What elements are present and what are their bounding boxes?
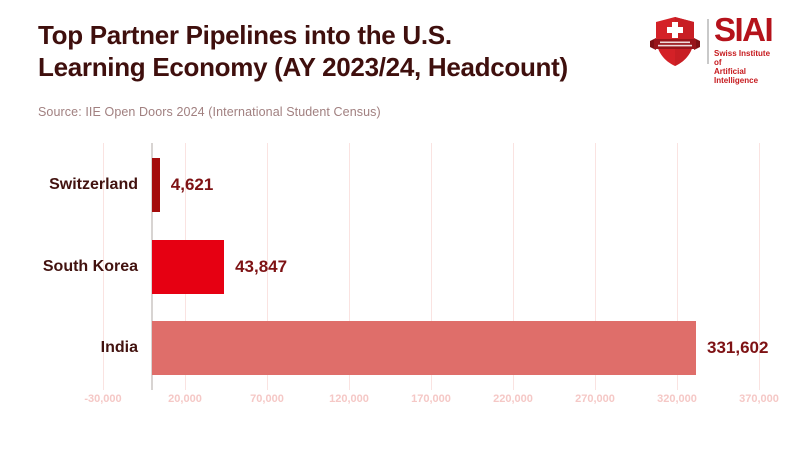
siai-logo: SIAI Swiss Institute of Artificial Intel… bbox=[646, 11, 776, 85]
x-gridline bbox=[513, 143, 514, 390]
x-axis-tick-label: 370,000 bbox=[739, 393, 779, 405]
value-label-south-korea: 43,847 bbox=[235, 256, 288, 276]
x-gridline bbox=[103, 143, 104, 390]
x-axis-tick-label: -30,000 bbox=[84, 393, 122, 405]
x-axis-tick-label: 20,000 bbox=[168, 393, 202, 405]
value-label-india: 331,602 bbox=[707, 338, 769, 357]
x-gridline bbox=[431, 143, 432, 390]
x-axis-tick-label: 220,000 bbox=[493, 393, 533, 405]
chart-title-line1: Top Partner Pipelines into the U.S. bbox=[38, 20, 452, 50]
category-label-south-korea: South Korea bbox=[42, 257, 138, 275]
chart-title-line2: Learning Economy (AY 2023/24, Headcount) bbox=[38, 52, 568, 82]
category-label-india: India bbox=[100, 339, 138, 356]
x-gridline bbox=[595, 143, 596, 390]
logo-tagline: Swiss Institute of Artificial Intelligen… bbox=[714, 49, 776, 85]
x-axis-tick-label: 270,000 bbox=[575, 393, 615, 405]
logo-tagline-line2: Artificial Intelligence bbox=[714, 67, 759, 85]
category-label-switzerland: Switzerland bbox=[49, 176, 138, 193]
bar-chart-plot-area: -30,000 20,000 70,000 120,000 170,000 220,000… bbox=[0, 143, 800, 423]
x-gridline bbox=[349, 143, 350, 390]
x-gridline bbox=[267, 143, 268, 390]
x-axis-tick-label: 170,000 bbox=[411, 393, 451, 405]
bar-india bbox=[152, 321, 696, 375]
logo-tagline-line1: Swiss Institute of bbox=[714, 49, 771, 67]
x-axis-tick-label: 70,000 bbox=[250, 393, 284, 405]
source-caption: Source: IIE Open Doors 2024 (Internation… bbox=[38, 105, 381, 119]
x-gridline bbox=[759, 143, 760, 390]
value-label-switzerland: 4,621 bbox=[170, 175, 214, 194]
x-axis-tick-label: 320,000 bbox=[657, 393, 697, 405]
logo-brand-text: SIAI bbox=[714, 11, 774, 48]
x-gridline bbox=[677, 143, 678, 390]
bar-south-korea bbox=[152, 239, 225, 294]
chart-title: Top Partner Pipelines into the U.S. Lear… bbox=[38, 19, 568, 83]
bar-switzerland bbox=[152, 158, 160, 212]
x-axis-tick-label: 120,000 bbox=[329, 393, 369, 405]
swiss-shield-icon bbox=[646, 15, 704, 74]
logo-divider bbox=[707, 19, 709, 64]
